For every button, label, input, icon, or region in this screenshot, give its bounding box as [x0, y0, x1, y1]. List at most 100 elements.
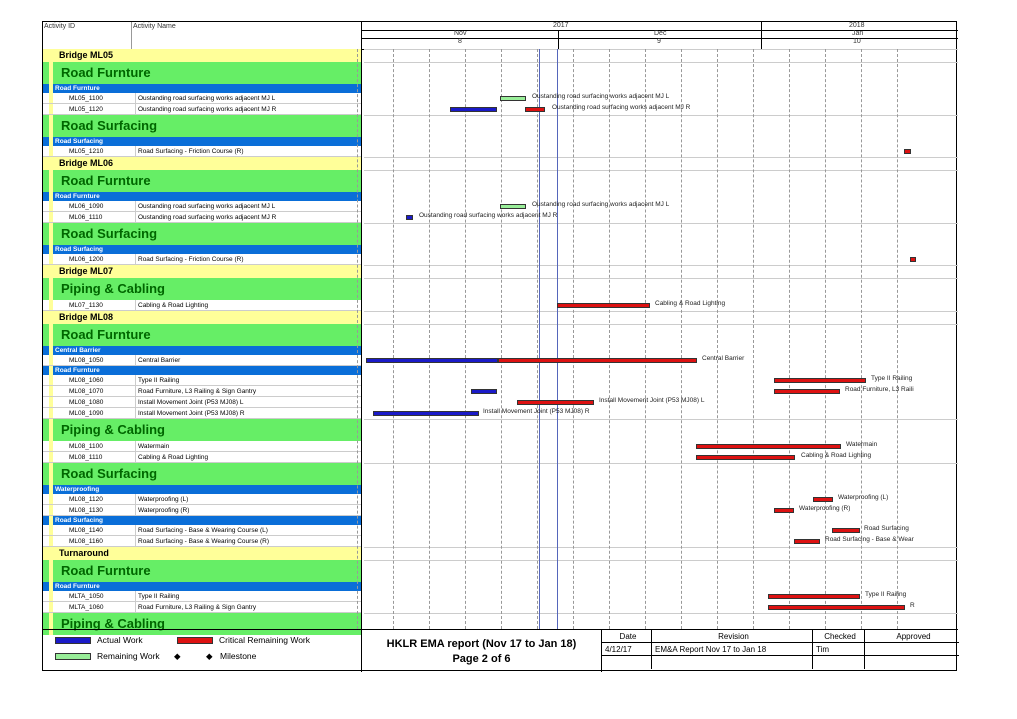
group-separator: [364, 324, 958, 325]
outline-strip: [49, 463, 53, 485]
remaining-work-bar[interactable]: [500, 204, 526, 209]
critical-work-bar[interactable]: [768, 594, 860, 599]
activity-id: ML08_1070: [69, 388, 104, 395]
week-gridline: [753, 49, 754, 629]
activity-row[interactable]: ML05_1100 Oustanding road surfacing works…: [43, 93, 361, 104]
critical-work-bar[interactable]: [904, 149, 911, 154]
activity-row[interactable]: ML06_1090 Oustanding road surfacing works…: [43, 201, 361, 212]
activity-row[interactable]: ML08_1120 Waterproofing (L): [43, 494, 361, 505]
legend-milestone-label: Milestone: [220, 651, 257, 661]
activity-row[interactable]: MLTA_1060 Road Furniture, L3 Railing & Si…: [43, 602, 361, 613]
actual-work-bar[interactable]: [366, 358, 498, 363]
outline-strip: [49, 146, 53, 156]
bar-label: R: [910, 602, 915, 609]
bridge-label: Bridge ML05: [59, 50, 114, 60]
critical-work-bar[interactable]: [794, 539, 820, 544]
activity-row[interactable]: ML08_1090 Install Movement Joint (P53 MJ0…: [43, 408, 361, 419]
actual-work-bar[interactable]: [450, 107, 497, 112]
bar-label: Central Barrier: [702, 355, 745, 362]
activity-row[interactable]: MLTA_1050 Type II Railing: [43, 591, 361, 602]
chart-divider: [361, 22, 362, 629]
critical-work-bar[interactable]: [696, 455, 795, 460]
actual-work-bar[interactable]: [406, 215, 413, 220]
bridge-header: Bridge ML07: [43, 265, 361, 278]
critical-work-bar[interactable]: [813, 497, 833, 502]
activity-row[interactable]: ML08_1080 Install Movement Joint (P53 MJ0…: [43, 397, 361, 408]
critical-work-bar[interactable]: [774, 508, 794, 513]
critical-work-bar[interactable]: [832, 528, 860, 533]
activity-name: Waterproofing (L): [135, 494, 188, 505]
outline-strip: [49, 254, 53, 264]
activity-id: ML08_1100: [69, 443, 103, 450]
critical-work-bar[interactable]: [525, 107, 545, 112]
outline-strip: [49, 355, 53, 365]
critical-work-bar[interactable]: [517, 400, 594, 405]
activity-id: ML06_1090: [69, 203, 104, 210]
critical-work-bar[interactable]: [910, 257, 916, 262]
activity-name: Type II Railing: [135, 591, 179, 602]
outline-strip: [49, 115, 53, 137]
activity-row[interactable]: ML08_1130 Waterproofing (R): [43, 505, 361, 516]
remaining-work-bar[interactable]: [500, 96, 526, 101]
activity-id: MLTA_1050: [69, 593, 104, 600]
activity-row[interactable]: ML08_1140 Road Surfacing - Base & Wearing…: [43, 525, 361, 536]
activity-id: ML06_1110: [69, 214, 103, 221]
critical-work-bar[interactable]: [774, 389, 840, 394]
outline-strip: [49, 324, 53, 346]
bar-label: Watermain: [846, 441, 878, 448]
category-label: Road Furnture: [61, 563, 151, 578]
week-gridline: [861, 49, 862, 629]
week-gridline: [537, 49, 538, 629]
week-gridline: [501, 49, 502, 629]
outline-strip: [49, 516, 53, 525]
activity-row[interactable]: ML05_1120 Oustanding road surfacing works…: [43, 104, 361, 115]
category-header: Road Surfacing: [43, 115, 361, 137]
critical-work-bar[interactable]: [557, 303, 650, 308]
activity-name: Type II Railing: [135, 375, 179, 386]
activity-row[interactable]: ML08_1100 Watermain: [43, 441, 361, 452]
outline-strip: [49, 602, 53, 612]
critical-work-bar[interactable]: [498, 358, 697, 363]
activity-row[interactable]: ML06_1200 Road Surfacing - Friction Cours…: [43, 254, 361, 265]
bar-label: Waterproofing (L): [838, 494, 889, 501]
week-gridline: [645, 49, 646, 629]
activity-row[interactable]: ML07_1130 Cabling & Road Lighting: [43, 300, 361, 311]
actual-work-bar[interactable]: [373, 411, 479, 416]
activity-id: ML08_1160: [69, 538, 103, 545]
header-divider: [131, 22, 132, 49]
activity-row[interactable]: ML08_1110 Cabling & Road Lighting: [43, 452, 361, 463]
subgroup-label: Road Furnture: [55, 583, 100, 590]
outline-strip: [49, 591, 53, 601]
revision-block: Date Revision Checked Approved 4/12/17 E…: [601, 629, 959, 672]
critical-work-bar[interactable]: [696, 444, 841, 449]
month-jan-label: Jan: [852, 30, 864, 37]
group-separator: [364, 223, 958, 224]
bridge-header: Bridge ML08: [43, 311, 361, 324]
group-separator: [364, 170, 958, 171]
category-header: Road Furnture: [43, 62, 361, 84]
category-label: Road Furnture: [61, 173, 151, 188]
month-num-dec: 9: [657, 38, 661, 45]
activity-row[interactable]: ML06_1110 Oustanding road surfacing works…: [43, 212, 361, 223]
activity-name: Road Furniture, L3 Railing & Sign Gantry: [135, 602, 256, 613]
col-header-activity-id: Activity ID: [44, 23, 76, 30]
subgroup-label: Road Surfacing: [55, 138, 104, 145]
subgroup-label: Road Furnture: [55, 367, 100, 374]
outline-strip: [49, 366, 53, 375]
subgroup-header: Road Surfacing: [43, 516, 361, 525]
activity-row[interactable]: ML08_1060 Type II Railing: [43, 375, 361, 386]
actual-work-bar[interactable]: [471, 389, 497, 394]
critical-work-bar[interactable]: [768, 605, 905, 610]
activity-row[interactable]: ML08_1070 Road Furniture, L3 Railing & Si…: [43, 386, 361, 397]
rev-revision-value: EM&A Report Nov 17 to Jan 18: [652, 643, 813, 656]
bar-label: Road Surfacing - Base & Wear: [825, 536, 914, 543]
activity-id: ML08_1120: [69, 496, 103, 503]
subgroup-label: Central Barrier: [55, 347, 101, 354]
milestone-diamond-icon: ◆: [206, 651, 213, 661]
outline-strip: [49, 485, 53, 494]
activity-row[interactable]: ML08_1160 Road Surfacing - Base & Wearing…: [43, 536, 361, 547]
activity-row[interactable]: ML08_1050 Central Barrier: [43, 355, 361, 366]
subgroup-header: Road Furnture: [43, 366, 361, 375]
activity-row[interactable]: ML05_1210 Road Surfacing - Friction Cours…: [43, 146, 361, 157]
critical-work-bar[interactable]: [774, 378, 866, 383]
